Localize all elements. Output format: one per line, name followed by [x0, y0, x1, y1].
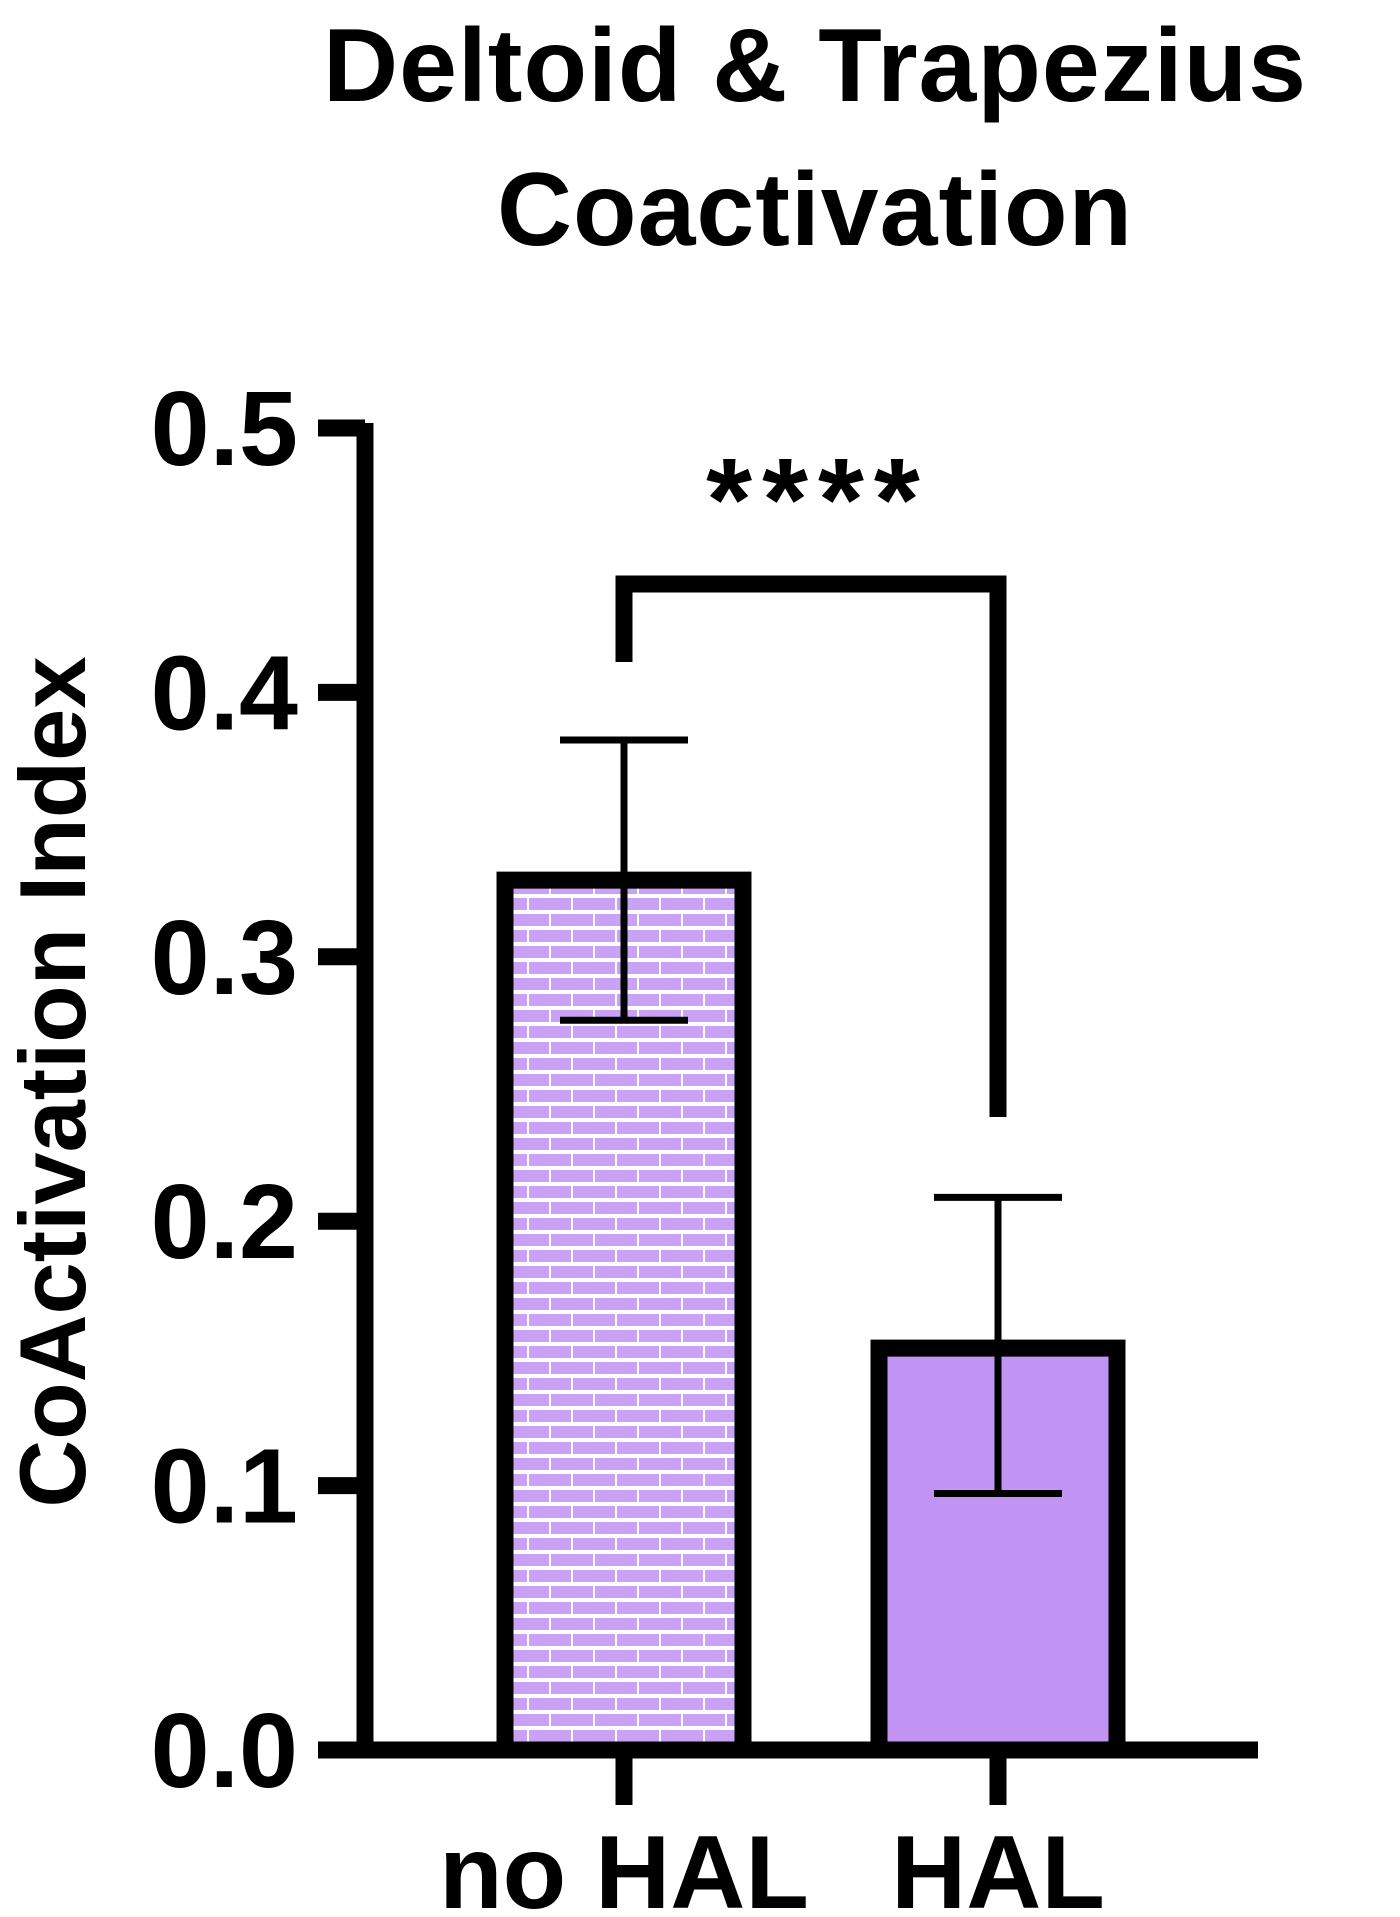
significance-label: ****	[706, 434, 930, 566]
y-tick-label: 0.5	[151, 370, 298, 488]
y-tick-label: 0.3	[151, 899, 298, 1017]
labels: 0.0 0.1 0.2 0.3 0.4 0.5 no HAL HAL	[151, 370, 1105, 1917]
significance-bracket	[615, 575, 1007, 1117]
bars	[496, 575, 1126, 1759]
x-tick-label: HAL	[891, 1815, 1105, 1917]
y-tick-label: 0.1	[151, 1428, 298, 1546]
x-tick-label: no HAL	[439, 1815, 809, 1917]
y-tick-label: 0.0	[151, 1692, 298, 1810]
chart-title-line-2: Coactivation	[496, 152, 1134, 268]
bar-no-hal	[496, 871, 752, 1759]
chart-title-line-1: Deltoid & Trapezius	[322, 8, 1308, 124]
y-tick-label: 0.4	[151, 634, 298, 752]
y-tick-label: 0.2	[151, 1163, 298, 1281]
y-axis-label: CoActivation Index	[0, 656, 105, 1507]
